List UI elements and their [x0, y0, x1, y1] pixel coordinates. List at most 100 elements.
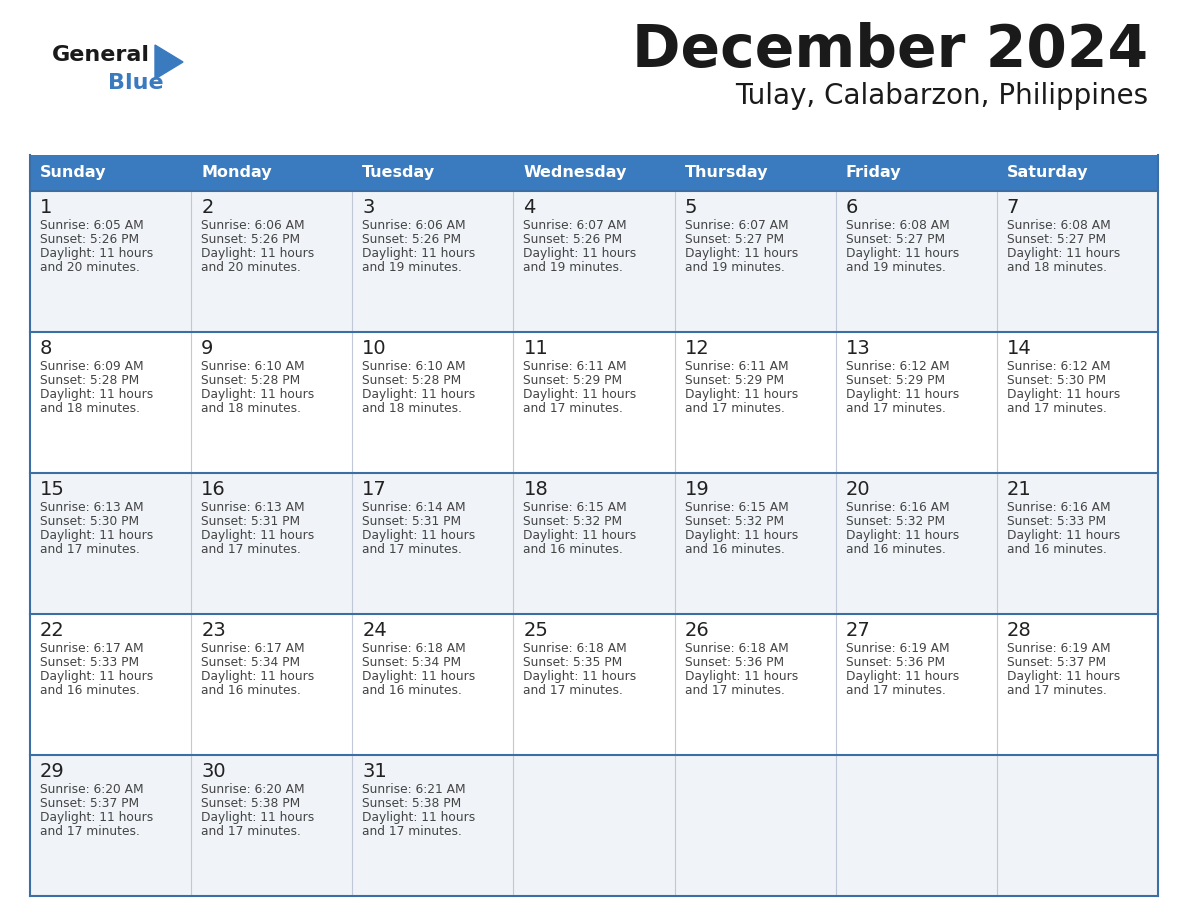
Text: Daylight: 11 hours: Daylight: 11 hours — [1007, 670, 1120, 683]
Bar — [30, 473, 1158, 614]
Text: Sunrise: 6:17 AM: Sunrise: 6:17 AM — [40, 642, 144, 655]
Text: 20: 20 — [846, 480, 871, 499]
Text: Sunset: 5:37 PM: Sunset: 5:37 PM — [40, 797, 139, 810]
Text: Daylight: 11 hours: Daylight: 11 hours — [846, 388, 959, 401]
Text: and 17 minutes.: and 17 minutes. — [362, 825, 462, 838]
Text: 22: 22 — [40, 621, 65, 640]
Text: and 17 minutes.: and 17 minutes. — [201, 825, 301, 838]
Text: Sunrise: 6:18 AM: Sunrise: 6:18 AM — [684, 642, 789, 655]
Text: Sunrise: 6:18 AM: Sunrise: 6:18 AM — [524, 642, 627, 655]
Text: 12: 12 — [684, 339, 709, 358]
Text: and 16 minutes.: and 16 minutes. — [684, 543, 784, 556]
Text: Sunrise: 6:07 AM: Sunrise: 6:07 AM — [684, 219, 788, 232]
Text: and 17 minutes.: and 17 minutes. — [1007, 684, 1107, 697]
Text: Daylight: 11 hours: Daylight: 11 hours — [40, 247, 153, 260]
Text: 13: 13 — [846, 339, 871, 358]
Text: Sunrise: 6:12 AM: Sunrise: 6:12 AM — [846, 360, 949, 373]
Text: Sunrise: 6:19 AM: Sunrise: 6:19 AM — [846, 642, 949, 655]
Text: Sunrise: 6:15 AM: Sunrise: 6:15 AM — [524, 501, 627, 514]
Bar — [30, 191, 1158, 332]
Text: Sunset: 5:26 PM: Sunset: 5:26 PM — [201, 233, 301, 246]
Text: 1: 1 — [40, 198, 52, 217]
Text: Sunrise: 6:11 AM: Sunrise: 6:11 AM — [684, 360, 788, 373]
Text: Sunrise: 6:10 AM: Sunrise: 6:10 AM — [362, 360, 466, 373]
Text: 29: 29 — [40, 762, 65, 781]
Text: 21: 21 — [1007, 480, 1031, 499]
Text: and 20 minutes.: and 20 minutes. — [201, 261, 301, 274]
Text: Daylight: 11 hours: Daylight: 11 hours — [40, 388, 153, 401]
Text: 28: 28 — [1007, 621, 1031, 640]
Text: Daylight: 11 hours: Daylight: 11 hours — [846, 670, 959, 683]
Text: Sunrise: 6:08 AM: Sunrise: 6:08 AM — [846, 219, 949, 232]
Text: Daylight: 11 hours: Daylight: 11 hours — [362, 388, 475, 401]
Bar — [30, 755, 1158, 896]
Text: Sunrise: 6:19 AM: Sunrise: 6:19 AM — [1007, 642, 1111, 655]
Text: and 17 minutes.: and 17 minutes. — [524, 684, 624, 697]
Text: Sunrise: 6:20 AM: Sunrise: 6:20 AM — [40, 783, 144, 796]
Text: Sunset: 5:28 PM: Sunset: 5:28 PM — [362, 374, 461, 387]
Text: Daylight: 11 hours: Daylight: 11 hours — [1007, 388, 1120, 401]
Text: Sunrise: 6:11 AM: Sunrise: 6:11 AM — [524, 360, 627, 373]
Text: Daylight: 11 hours: Daylight: 11 hours — [524, 529, 637, 542]
Text: Daylight: 11 hours: Daylight: 11 hours — [1007, 529, 1120, 542]
Text: Sunset: 5:35 PM: Sunset: 5:35 PM — [524, 656, 623, 669]
Text: and 18 minutes.: and 18 minutes. — [201, 402, 301, 415]
Text: Daylight: 11 hours: Daylight: 11 hours — [40, 670, 153, 683]
Text: Sunrise: 6:06 AM: Sunrise: 6:06 AM — [201, 219, 305, 232]
Text: Daylight: 11 hours: Daylight: 11 hours — [684, 388, 798, 401]
Text: Daylight: 11 hours: Daylight: 11 hours — [684, 247, 798, 260]
Text: and 19 minutes.: and 19 minutes. — [846, 261, 946, 274]
Text: Daylight: 11 hours: Daylight: 11 hours — [40, 529, 153, 542]
Text: Sunrise: 6:15 AM: Sunrise: 6:15 AM — [684, 501, 789, 514]
Text: Sunrise: 6:16 AM: Sunrise: 6:16 AM — [846, 501, 949, 514]
Text: and 18 minutes.: and 18 minutes. — [1007, 261, 1107, 274]
Text: Daylight: 11 hours: Daylight: 11 hours — [524, 247, 637, 260]
Text: and 19 minutes.: and 19 minutes. — [524, 261, 624, 274]
Text: and 16 minutes.: and 16 minutes. — [40, 684, 140, 697]
Text: Sunrise: 6:05 AM: Sunrise: 6:05 AM — [40, 219, 144, 232]
Text: 17: 17 — [362, 480, 387, 499]
Text: and 17 minutes.: and 17 minutes. — [846, 684, 946, 697]
Text: and 17 minutes.: and 17 minutes. — [524, 402, 624, 415]
Text: Sunset: 5:36 PM: Sunset: 5:36 PM — [684, 656, 784, 669]
Text: and 17 minutes.: and 17 minutes. — [846, 402, 946, 415]
Text: Daylight: 11 hours: Daylight: 11 hours — [201, 811, 315, 824]
Text: 30: 30 — [201, 762, 226, 781]
Text: 15: 15 — [40, 480, 65, 499]
Text: 16: 16 — [201, 480, 226, 499]
Text: Sunday: Sunday — [40, 165, 107, 181]
Text: 27: 27 — [846, 621, 871, 640]
Text: 10: 10 — [362, 339, 387, 358]
Text: 9: 9 — [201, 339, 214, 358]
Text: Sunrise: 6:13 AM: Sunrise: 6:13 AM — [201, 501, 305, 514]
Bar — [30, 332, 1158, 473]
Text: Daylight: 11 hours: Daylight: 11 hours — [362, 529, 475, 542]
Text: Sunset: 5:32 PM: Sunset: 5:32 PM — [846, 515, 944, 528]
Text: Daylight: 11 hours: Daylight: 11 hours — [684, 670, 798, 683]
Text: Sunset: 5:33 PM: Sunset: 5:33 PM — [1007, 515, 1106, 528]
Text: and 17 minutes.: and 17 minutes. — [201, 543, 301, 556]
Text: Sunset: 5:26 PM: Sunset: 5:26 PM — [524, 233, 623, 246]
Text: and 18 minutes.: and 18 minutes. — [40, 402, 140, 415]
Text: Daylight: 11 hours: Daylight: 11 hours — [201, 529, 315, 542]
Text: and 19 minutes.: and 19 minutes. — [362, 261, 462, 274]
Text: Daylight: 11 hours: Daylight: 11 hours — [201, 388, 315, 401]
Text: 19: 19 — [684, 480, 709, 499]
Text: Sunset: 5:30 PM: Sunset: 5:30 PM — [40, 515, 139, 528]
Text: Sunrise: 6:06 AM: Sunrise: 6:06 AM — [362, 219, 466, 232]
Text: Sunset: 5:31 PM: Sunset: 5:31 PM — [362, 515, 461, 528]
Text: Sunset: 5:34 PM: Sunset: 5:34 PM — [362, 656, 461, 669]
Text: Sunset: 5:32 PM: Sunset: 5:32 PM — [684, 515, 784, 528]
Text: Sunrise: 6:20 AM: Sunrise: 6:20 AM — [201, 783, 305, 796]
Text: Daylight: 11 hours: Daylight: 11 hours — [1007, 247, 1120, 260]
Text: Sunrise: 6:07 AM: Sunrise: 6:07 AM — [524, 219, 627, 232]
Text: Daylight: 11 hours: Daylight: 11 hours — [40, 811, 153, 824]
Text: Sunrise: 6:17 AM: Sunrise: 6:17 AM — [201, 642, 305, 655]
Text: Saturday: Saturday — [1007, 165, 1088, 181]
Text: Sunrise: 6:18 AM: Sunrise: 6:18 AM — [362, 642, 466, 655]
Text: and 17 minutes.: and 17 minutes. — [40, 825, 140, 838]
Text: Sunset: 5:27 PM: Sunset: 5:27 PM — [684, 233, 784, 246]
Text: Tuesday: Tuesday — [362, 165, 436, 181]
Text: 4: 4 — [524, 198, 536, 217]
Text: Sunset: 5:38 PM: Sunset: 5:38 PM — [362, 797, 461, 810]
